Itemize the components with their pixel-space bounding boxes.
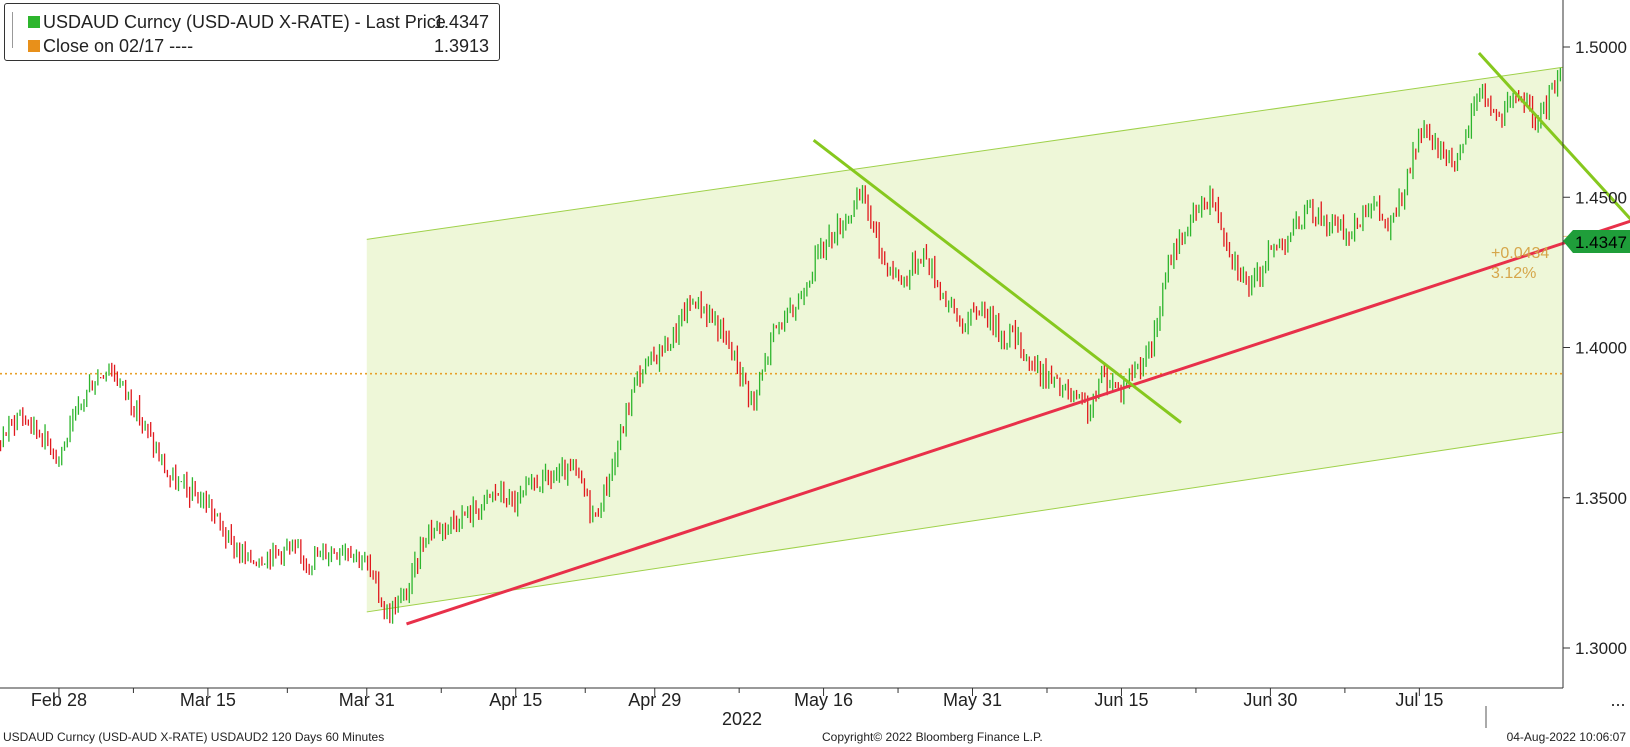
change-abs: +0.0434 (1491, 245, 1549, 262)
legend-series-swatch (28, 16, 40, 28)
legend-series-label: USDAUD Curncy (USD-AUD X-RATE) - Last Pr… (43, 12, 446, 32)
uptrend-line (406, 219, 1630, 626)
x-tick-label: Apr 15 (489, 690, 542, 710)
y-tick-label: 1.3000 (1575, 639, 1627, 658)
legend-close-label: Close on 02/17 ---- (43, 36, 194, 56)
change-annotation: +0.0434 3.12% (1491, 245, 1549, 282)
x-tick-label: Jul 15 (1395, 690, 1443, 710)
x-tick-label: Apr 29 (628, 690, 681, 710)
x-tick-label: May 31 (943, 690, 1002, 710)
y-tick-label: 1.4500 (1575, 188, 1627, 207)
x-tick-label: ... (1610, 690, 1625, 710)
last-price-badge-text: 1.4347 (1575, 233, 1627, 252)
legend-series-value: 1.4347 (433, 12, 489, 32)
x-tick-label: Jun 30 (1243, 690, 1297, 710)
last-price-badge: 1.4347 (1563, 230, 1630, 253)
footer-timestamp: 04-Aug-2022 10:06:07 (1506, 730, 1626, 744)
legend-close-swatch (28, 40, 40, 52)
footer-copyright: Copyright© 2022 Bloomberg Finance L.P. (822, 730, 1043, 744)
x-ticks: Feb 28 Mar 15 Mar 31 Apr 15 Apr 29 May 16 May … (31, 688, 1625, 710)
downtrend-line-1 (812, 138, 1182, 424)
downtrend-line-2 (1477, 51, 1630, 221)
channel-area (366, 67, 1563, 612)
last-price-badge-shape (1563, 230, 1630, 253)
chart-axes (0, 0, 1564, 689)
channel-lower-line (366, 431, 1564, 613)
x-tick-label: Jun 15 (1094, 690, 1148, 710)
channel-upper-line (366, 66, 1564, 240)
chart-legend: USDAUD Curncy (USD-AUD X-RATE) - Last Pr… (4, 3, 500, 61)
price-candles (0, 67, 1562, 624)
legend-close-row: Close on 02/17 ---- 1.3913 (17, 36, 495, 58)
y-ticks: 1.3000 1.3500 1.4000 1.4500 1.5000 (1563, 38, 1627, 658)
year-label: 2022 (722, 709, 762, 729)
y-tick-label: 1.5000 (1575, 38, 1627, 57)
footer-left: USDAUD Curncy (USD-AUD X-RATE) USDAUD2 1… (3, 730, 385, 744)
legend-close-value: 1.3913 (433, 36, 489, 56)
x-tick-label: Mar 15 (180, 690, 236, 710)
trend-channel (0, 66, 1564, 613)
legend-tree-line (12, 12, 21, 48)
x-tick-label: Feb 28 (31, 690, 87, 710)
legend-series-row: USDAUD Curncy (USD-AUD X-RATE) - Last Pr… (17, 12, 495, 34)
y-tick-label: 1.4000 (1575, 339, 1627, 358)
change-pct: 3.12% (1491, 265, 1536, 282)
x-tick-label: May 16 (794, 690, 853, 710)
y-tick-label: 1.3500 (1575, 489, 1627, 508)
x-tick-label: Mar 31 (339, 690, 395, 710)
